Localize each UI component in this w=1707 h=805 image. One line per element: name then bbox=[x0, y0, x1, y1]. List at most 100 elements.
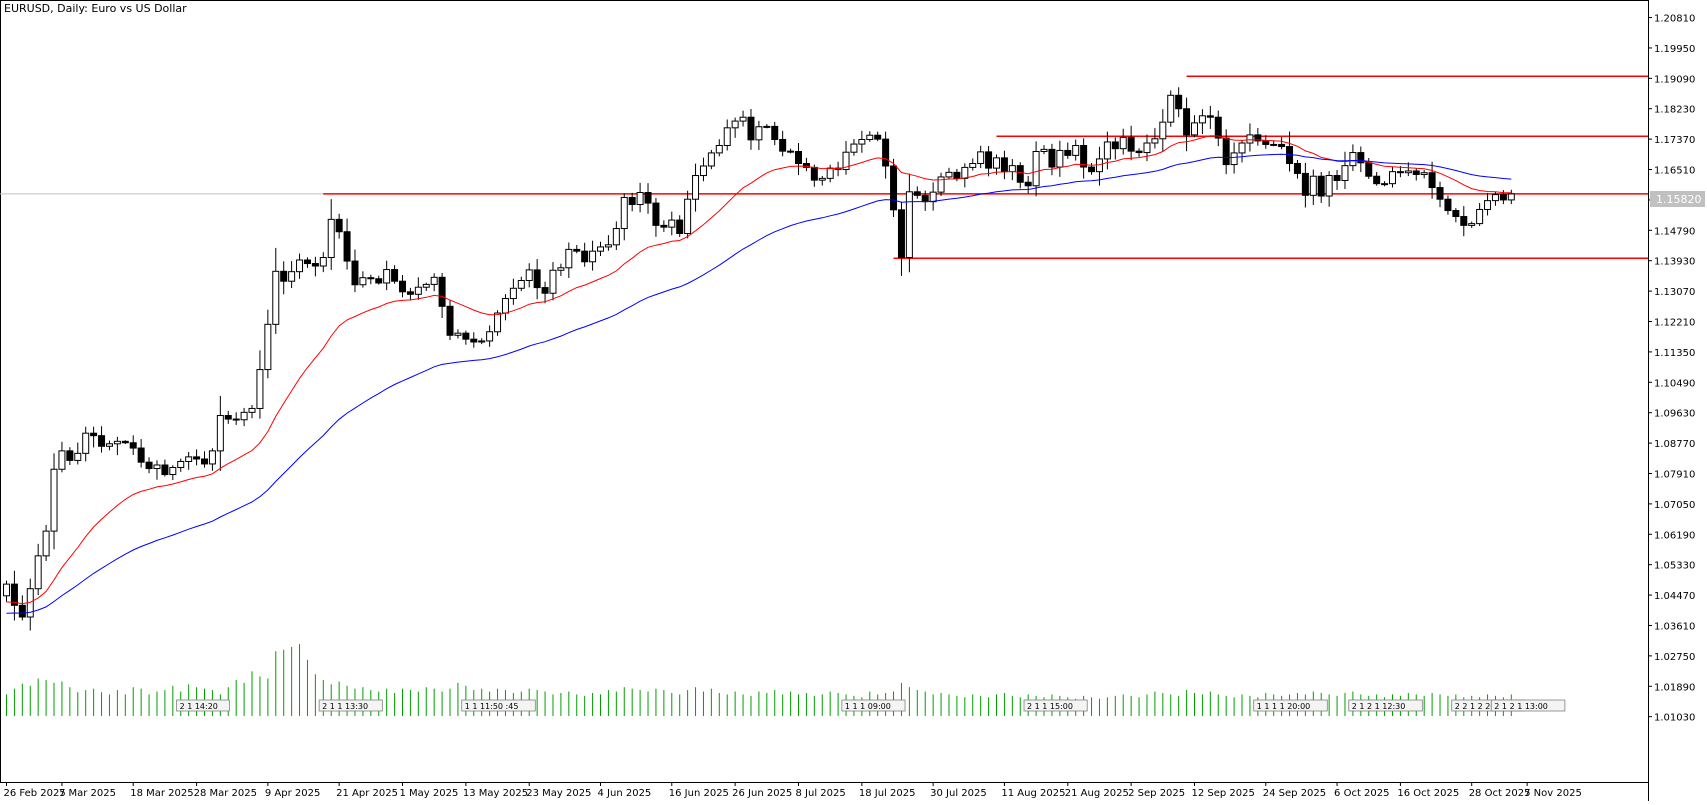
event-marker[interactable]: 1 1 11:50 :45 bbox=[461, 699, 536, 712]
candle bbox=[1246, 123, 1254, 152]
candle bbox=[1389, 166, 1396, 188]
candle bbox=[715, 139, 723, 157]
candle bbox=[795, 142, 802, 176]
candle bbox=[1206, 105, 1214, 129]
event-marker[interactable]: 2 1 2 1 13:00 bbox=[1490, 699, 1566, 712]
candle bbox=[193, 449, 201, 466]
candle bbox=[937, 172, 945, 197]
time-tick-label: 18 Jul 2025 bbox=[859, 788, 916, 799]
candle bbox=[660, 220, 668, 232]
candle-body bbox=[763, 125, 771, 128]
candle bbox=[1064, 142, 1072, 159]
candle bbox=[1032, 141, 1040, 197]
candle-body bbox=[137, 447, 145, 463]
candle bbox=[224, 410, 232, 424]
candle-body bbox=[319, 257, 327, 267]
candle-body bbox=[1507, 193, 1515, 201]
candle bbox=[359, 271, 367, 288]
candle bbox=[1491, 191, 1499, 206]
candle-body bbox=[961, 166, 969, 179]
candle bbox=[98, 426, 106, 453]
candle-body bbox=[715, 144, 723, 154]
candle bbox=[557, 263, 565, 277]
time-tick-label: 16 Oct 2025 bbox=[1397, 788, 1459, 799]
candle-body bbox=[406, 291, 414, 295]
event-marker-box bbox=[1253, 699, 1328, 712]
candle bbox=[50, 453, 58, 550]
candle-body bbox=[525, 269, 533, 282]
candle bbox=[406, 287, 414, 301]
candle bbox=[121, 440, 129, 445]
candle bbox=[105, 440, 113, 451]
economic-event-markers[interactable]: 2 1 14:20 2 1 1 13:30 1 1 11:50 :45 1 1 1 0… bbox=[176, 699, 1566, 712]
candle-body bbox=[1412, 170, 1420, 175]
time-tick-label: 7 Mar 2025 bbox=[59, 788, 116, 799]
candle bbox=[1127, 125, 1135, 161]
candle-body bbox=[565, 248, 573, 269]
event-marker-text: 1 1 1 1 20:00 bbox=[1257, 702, 1311, 711]
price-tick-label: 1.19950 bbox=[1654, 44, 1695, 55]
event-marker-box bbox=[1023, 699, 1088, 712]
event-marker-box bbox=[1348, 699, 1423, 712]
candle-body bbox=[937, 176, 945, 193]
candle-body bbox=[1293, 163, 1301, 174]
candle-body bbox=[478, 340, 486, 343]
price-tick-label: 1.07910 bbox=[1654, 469, 1695, 480]
candle-body bbox=[113, 440, 121, 445]
candle bbox=[1198, 109, 1206, 135]
candle bbox=[1111, 137, 1119, 160]
candle bbox=[890, 158, 898, 218]
candle-body bbox=[1404, 170, 1412, 174]
candle-body bbox=[707, 152, 715, 167]
event-marker[interactable]: 1 1 1 1 20:00 bbox=[1253, 699, 1328, 712]
candle-body bbox=[1468, 223, 1476, 226]
candle-body bbox=[185, 456, 193, 462]
candle bbox=[1468, 221, 1476, 228]
candle-body bbox=[589, 250, 597, 263]
price-tick-label: 1.16510 bbox=[1654, 166, 1695, 177]
time-tick-label: 11 Aug 2025 bbox=[1001, 788, 1065, 799]
candle bbox=[1230, 142, 1238, 174]
candle bbox=[668, 211, 676, 236]
candle-body bbox=[604, 244, 612, 248]
candle-body bbox=[1151, 138, 1159, 144]
candle bbox=[1412, 168, 1420, 181]
candle bbox=[288, 261, 296, 289]
candle-body bbox=[850, 143, 858, 153]
event-marker[interactable]: 2 1 14:20 bbox=[176, 699, 230, 712]
time-tick-label: 26 Feb 2025 bbox=[4, 788, 66, 799]
candle bbox=[597, 241, 604, 257]
event-marker[interactable]: 1 1 1 09:00 bbox=[841, 699, 906, 712]
candle-body bbox=[1436, 187, 1444, 200]
event-marker-box bbox=[461, 699, 536, 712]
candle-body bbox=[50, 468, 58, 532]
event-marker-box bbox=[318, 699, 383, 712]
candle bbox=[185, 451, 193, 470]
price-tick-label: 1.01890 bbox=[1654, 682, 1695, 693]
candle bbox=[201, 451, 208, 468]
price-tick-label: 1.08770 bbox=[1654, 439, 1695, 450]
candle bbox=[414, 277, 422, 300]
event-marker[interactable]: 2 1 1 13:30 bbox=[318, 699, 383, 712]
candle bbox=[478, 338, 486, 345]
candle-body bbox=[193, 456, 201, 460]
time-tick-label: 1 May 2025 bbox=[400, 788, 459, 799]
price-tick-label: 1.17370 bbox=[1654, 135, 1695, 146]
candle-body bbox=[1230, 152, 1238, 166]
candle-body bbox=[692, 175, 700, 200]
candle-body bbox=[303, 259, 311, 265]
candle-body bbox=[1222, 137, 1230, 166]
candle-body bbox=[121, 440, 129, 444]
candle bbox=[113, 436, 121, 456]
price-axis[interactable]: 1.20810 1.19950 1.19090 1.18230 1.17370 1.165… bbox=[1648, 14, 1695, 724]
event-marker[interactable]: 2 1 2 1 12:30 bbox=[1348, 699, 1423, 712]
candle-body bbox=[3, 583, 10, 597]
candle-body bbox=[1452, 210, 1460, 218]
event-marker[interactable]: 2 1 1 15:00 bbox=[1023, 699, 1088, 712]
candle-body bbox=[1476, 208, 1484, 225]
candle bbox=[248, 405, 256, 419]
candle bbox=[882, 131, 890, 179]
